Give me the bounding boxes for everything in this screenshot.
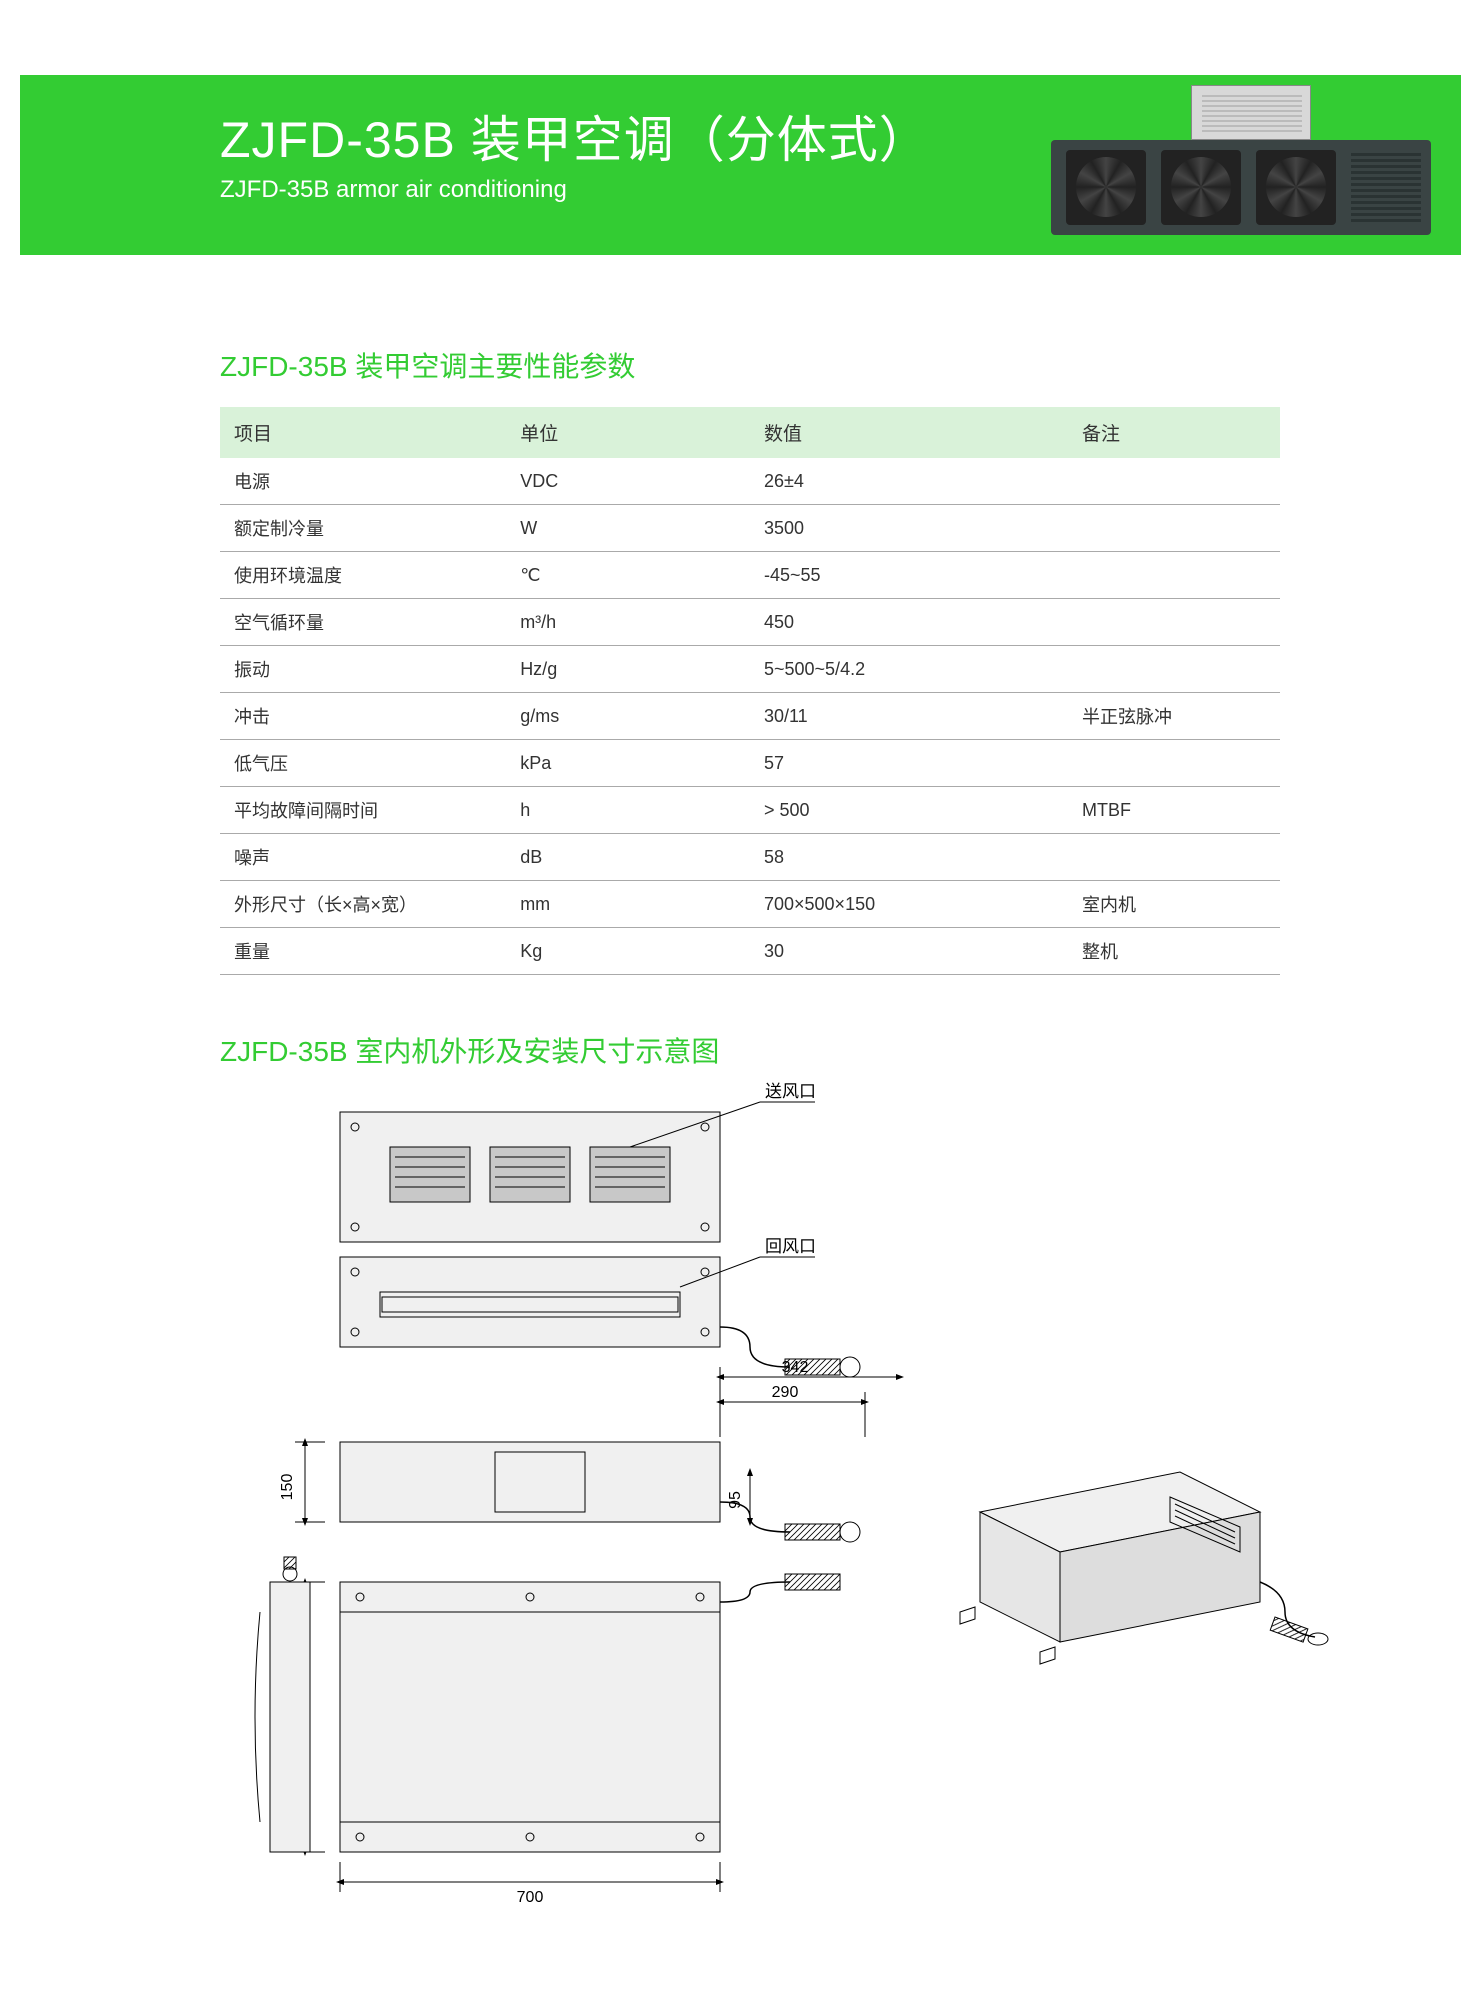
page-title: ZJFD-35B 装甲空调（分体式） <box>220 100 930 172</box>
table-cell: VDC <box>506 458 750 505</box>
table-row: 冲击g/ms30/11半正弦脉冲 <box>220 693 1280 740</box>
table-cell: kPa <box>506 740 750 787</box>
table-cell: dB <box>506 834 750 881</box>
dimension-diagram: 送风口 回风口 <box>220 1092 1280 1992</box>
table-cell <box>1068 505 1280 552</box>
table-cell <box>1068 646 1280 693</box>
dim-95: 95 <box>727 1491 744 1509</box>
dim-290: 290 <box>772 1384 799 1401</box>
table-cell: 振动 <box>220 646 506 693</box>
content-area: ZJFD-35B 装甲空调主要性能参数 项目 单位 数值 备注 电源VDC26±… <box>220 345 1280 1992</box>
table-cell: 450 <box>750 599 1068 646</box>
table-cell <box>1068 458 1280 505</box>
table-cell: 5~500~5/4.2 <box>750 646 1068 693</box>
diagram-area: 送风口 回风口 <box>220 1092 1280 1992</box>
page-subtitle: ZJFD-35B armor air conditioning <box>220 176 930 204</box>
dim-342: 342 <box>782 1359 809 1376</box>
th-item: 项目 <box>220 407 506 458</box>
air-supply-label: 送风口 <box>765 1082 816 1101</box>
params-heading: ZJFD-35B 装甲空调主要性能参数 <box>220 345 1280 385</box>
fan-icon <box>1161 150 1241 225</box>
fan-icon <box>1066 150 1146 225</box>
table-cell: 30 <box>750 928 1068 975</box>
table-cell: 空气循环量 <box>220 599 506 646</box>
product-grille <box>1351 150 1421 225</box>
table-cell: h <box>506 787 750 834</box>
table-cell: 57 <box>750 740 1068 787</box>
table-row: 振动Hz/g5~500~5/4.2 <box>220 646 1280 693</box>
table-cell: 低气压 <box>220 740 506 787</box>
table-row: 平均故障间隔时间h> 500MTBF <box>220 787 1280 834</box>
table-cell: 58 <box>750 834 1068 881</box>
table-cell: 半正弦脉冲 <box>1068 693 1280 740</box>
diagram-heading: ZJFD-35B 室内机外形及安装尺寸示意图 <box>220 1030 1280 1070</box>
table-cell: Kg <box>506 928 750 975</box>
table-row: 噪声dB58 <box>220 834 1280 881</box>
air-return-label: 回风口 <box>765 1237 816 1256</box>
table-row: 空气循环量m³/h450 <box>220 599 1280 646</box>
dim-700: 700 <box>517 1889 544 1906</box>
product-photo <box>1051 85 1431 245</box>
fan-icon <box>1256 150 1336 225</box>
table-cell: g/ms <box>506 693 750 740</box>
table-cell: MTBF <box>1068 787 1280 834</box>
table-cell: 额定制冷量 <box>220 505 506 552</box>
diagram-section: ZJFD-35B 室内机外形及安装尺寸示意图 <box>220 1030 1280 1992</box>
table-cell: 使用环境温度 <box>220 552 506 599</box>
table-cell: mm <box>506 881 750 928</box>
table-cell: -45~55 <box>750 552 1068 599</box>
table-cell: 重量 <box>220 928 506 975</box>
table-cell: 噪声 <box>220 834 506 881</box>
table-row: 低气压kPa57 <box>220 740 1280 787</box>
table-cell: 平均故障间隔时间 <box>220 787 506 834</box>
table-cell <box>1068 740 1280 787</box>
product-top-unit <box>1191 85 1311 140</box>
table-cell: 冲击 <box>220 693 506 740</box>
table-row: 电源VDC26±4 <box>220 458 1280 505</box>
table-row: 外形尺寸（长×高×宽）mm700×500×150室内机 <box>220 881 1280 928</box>
table-cell: 室内机 <box>1068 881 1280 928</box>
table-row: 重量Kg30整机 <box>220 928 1280 975</box>
isometric-view <box>960 1472 1328 1664</box>
table-cell: m³/h <box>506 599 750 646</box>
param-table: 项目 单位 数值 备注 电源VDC26±4额定制冷量W3500使用环境温度℃-4… <box>220 407 1280 975</box>
table-cell: > 500 <box>750 787 1068 834</box>
table-cell <box>1068 599 1280 646</box>
th-value: 数值 <box>750 407 1068 458</box>
th-unit: 单位 <box>506 407 750 458</box>
dim-150: 150 <box>279 1474 296 1501</box>
th-remark: 备注 <box>1068 407 1280 458</box>
title-block: ZJFD-35B 装甲空调（分体式） ZJFD-35B armor air co… <box>220 100 930 204</box>
table-cell: 26±4 <box>750 458 1068 505</box>
table-cell: 30/11 <box>750 693 1068 740</box>
table-cell: 电源 <box>220 458 506 505</box>
table-header: 项目 单位 数值 备注 <box>220 407 1280 458</box>
table-cell: Hz/g <box>506 646 750 693</box>
table-cell: ℃ <box>506 552 750 599</box>
table-cell: 外形尺寸（长×高×宽） <box>220 881 506 928</box>
table-row: 使用环境温度℃-45~55 <box>220 552 1280 599</box>
table-cell: 整机 <box>1068 928 1280 975</box>
table-cell: 3500 <box>750 505 1068 552</box>
table-row: 额定制冷量W3500 <box>220 505 1280 552</box>
table-cell <box>1068 834 1280 881</box>
header-band: ZJFD-35B 装甲空调（分体式） ZJFD-35B armor air co… <box>20 75 1461 255</box>
product-bottom-unit <box>1051 140 1431 235</box>
table-cell: W <box>506 505 750 552</box>
table-cell: 700×500×150 <box>750 881 1068 928</box>
table-cell <box>1068 552 1280 599</box>
